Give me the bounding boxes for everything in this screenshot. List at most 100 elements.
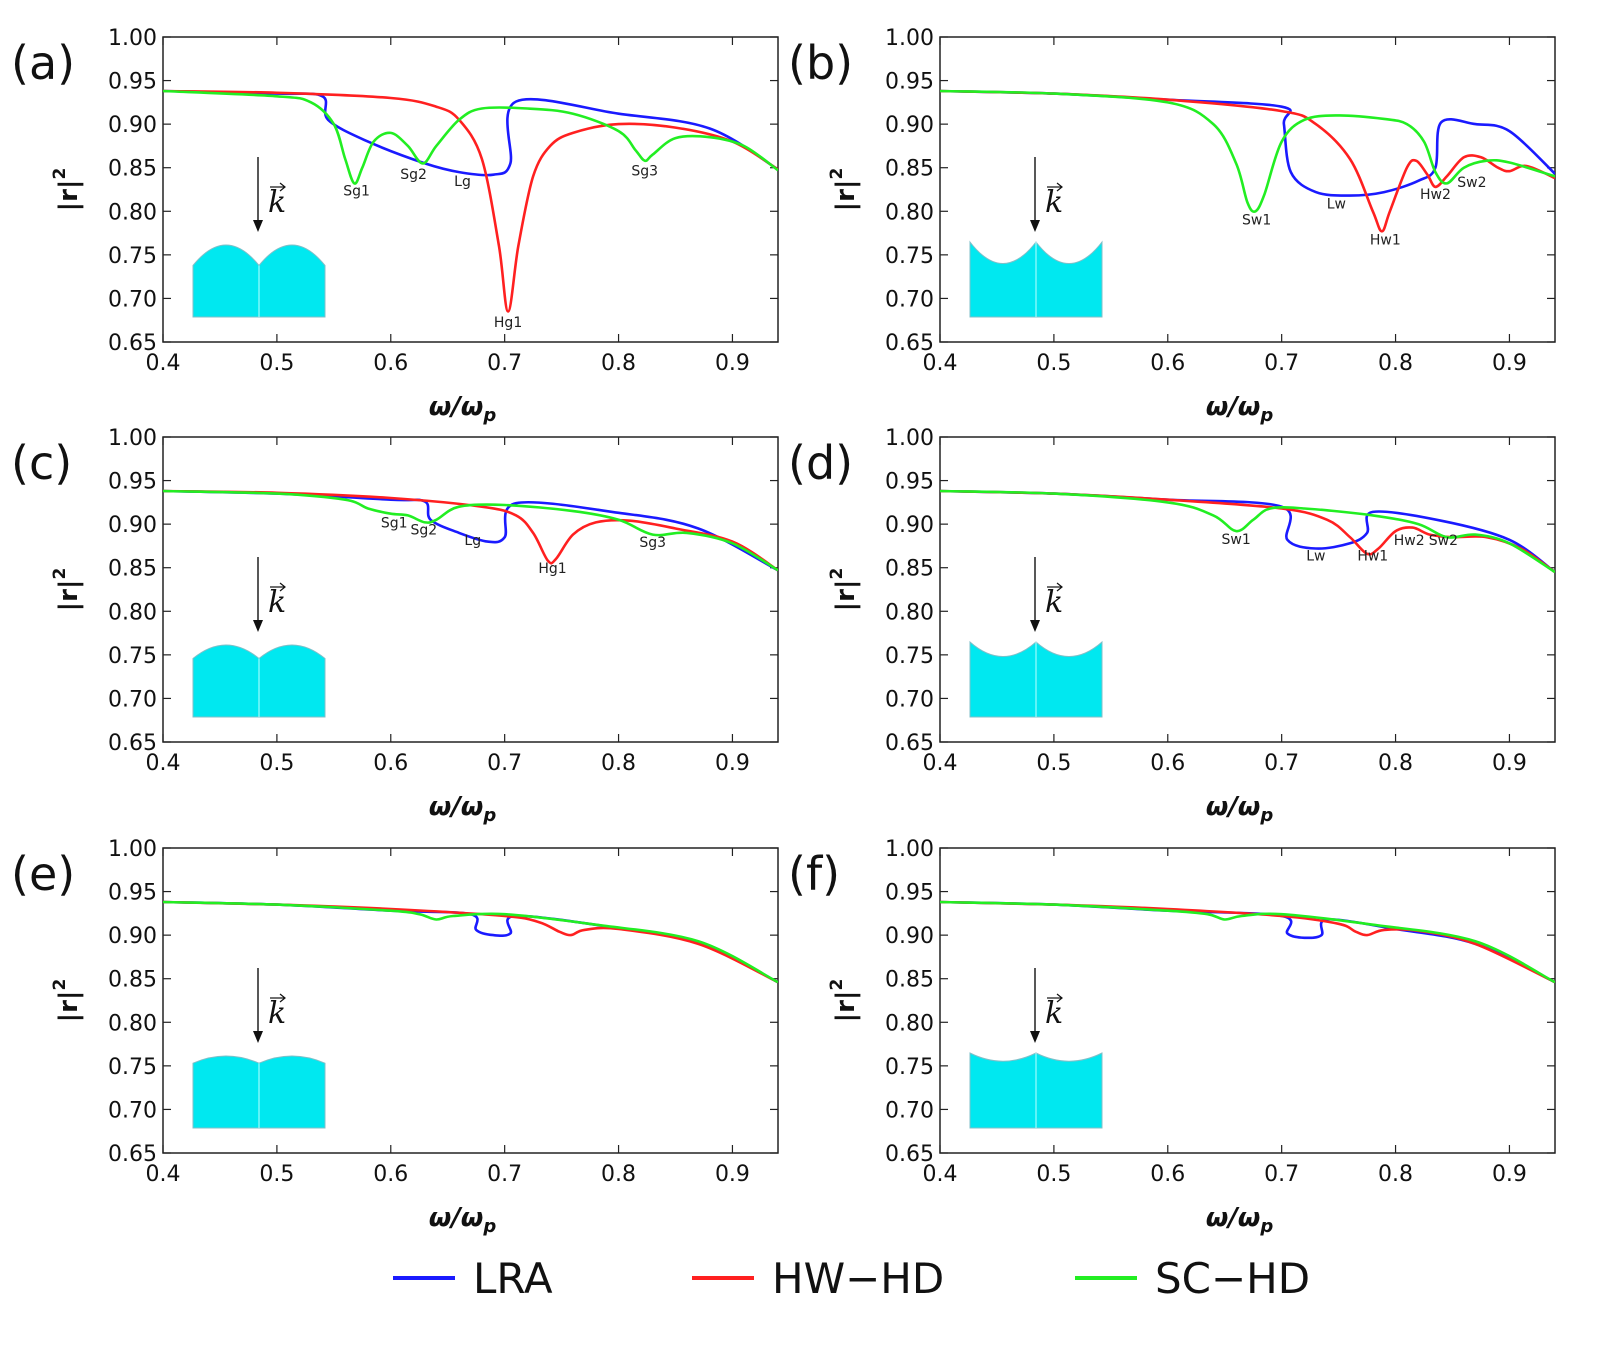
- annotation-label: Lg: [464, 533, 481, 549]
- x-axis-label-sub: p: [1259, 1216, 1273, 1237]
- y-tick-label: 0.95: [108, 70, 157, 95]
- panel-label: (b): [788, 36, 853, 90]
- panel-label: (f): [788, 847, 840, 901]
- legend-label: SC−HD: [1155, 1254, 1310, 1303]
- y-tick-label: 1.00: [108, 837, 157, 862]
- annotation-label: Hg1: [494, 315, 522, 331]
- k-vector-arrow-head-icon: [1056, 182, 1063, 192]
- series-line-sc-hd: [940, 489, 1555, 574]
- plot-frame: [939, 847, 1556, 1154]
- y-tick-label: 0.85: [108, 968, 157, 993]
- x-tick-label: 0.6: [1150, 1162, 1185, 1187]
- y-tick-label: 0.75: [885, 1055, 934, 1080]
- y-tick-label: 0.70: [885, 687, 934, 712]
- annotation-label: Sg1: [381, 516, 408, 532]
- k-vector-label: k: [268, 185, 286, 220]
- k-arrow-head-icon: [253, 620, 263, 632]
- k-arrow-head-icon: [253, 1031, 263, 1043]
- series-line-sc-hd: [163, 89, 778, 185]
- panel-f: 0.65 0.70 0.75 0.80 0.85 0.90 0.95 1.00 0.4 0.5 0.…: [788, 837, 1556, 1237]
- x-axis-label: ω/ωp: [429, 392, 497, 426]
- x-tick-label: 0.5: [1036, 751, 1071, 776]
- y-tick-label: 0.70: [885, 1098, 934, 1123]
- y-tick-label: 0.90: [885, 924, 934, 949]
- x-tick-label: 0.6: [373, 1162, 408, 1187]
- y-tick-label: 1.00: [108, 426, 157, 451]
- k-vector-label: k: [268, 996, 286, 1031]
- y-tick-label: 0.90: [885, 513, 934, 538]
- x-axis-label-sub: p: [482, 405, 496, 426]
- annotation-label: Hw2: [1394, 533, 1425, 549]
- series-line-lra: [163, 489, 778, 572]
- x-tick-label: 0.8: [1378, 351, 1413, 376]
- annotation-label: Lg: [454, 174, 471, 190]
- x-tick-label: 0.4: [146, 1162, 181, 1187]
- x-tick-label: 0.7: [1264, 751, 1299, 776]
- x-tick-label: 0.5: [259, 751, 294, 776]
- k-arrow-head-icon: [1030, 620, 1040, 632]
- panel-e: 0.65 0.70 0.75 0.80 0.85 0.90 0.95 1.00 0.4 0.5 0.…: [11, 837, 779, 1237]
- annotation-label: Hw1: [1357, 549, 1388, 565]
- x-axis-label-sub: p: [482, 1216, 496, 1237]
- y-tick-label: 0.85: [108, 157, 157, 182]
- series-line-hw-hd: [163, 89, 778, 313]
- panel-a: 0.65 0.70 0.75 0.80 0.85 0.90 0.95 1.00 0.4 0.5 0.…: [11, 26, 779, 426]
- annotation-label: Hw1: [1370, 232, 1401, 248]
- annotation-label: Sg3: [631, 164, 658, 180]
- y-tick-label: 1.00: [885, 26, 934, 51]
- y-tick-label: 0.90: [108, 113, 157, 138]
- y-tick-label: 0.70: [885, 287, 934, 312]
- series-line-sc-hd: [163, 489, 778, 572]
- series-line-sc-hd: [163, 900, 778, 984]
- k-vector-arrow-head-icon: [279, 993, 286, 1003]
- annotation-label: Sw2: [1429, 533, 1458, 549]
- plot-frame: [162, 436, 779, 743]
- x-axis-label-sub: p: [1259, 805, 1273, 826]
- series-line-hw-hd: [940, 89, 1555, 233]
- y-tick-label: 0.95: [108, 470, 157, 495]
- y-tick-label: 0.70: [108, 287, 157, 312]
- k-arrow-head-icon: [253, 220, 263, 232]
- y-tick-label: 0.65: [108, 731, 157, 756]
- x-tick-label: 0.4: [923, 1162, 958, 1187]
- y-tick-label: 1.00: [885, 426, 934, 451]
- x-tick-label: 0.9: [1492, 351, 1527, 376]
- y-tick-label: 0.80: [108, 200, 157, 225]
- annotation-label: Lw: [1306, 549, 1325, 565]
- panel-label: (a): [11, 36, 75, 90]
- x-tick-label: 0.5: [1036, 1162, 1071, 1187]
- x-tick-label: 0.6: [373, 351, 408, 376]
- y-tick-label: 0.80: [885, 1011, 934, 1036]
- x-tick-label: 0.9: [715, 351, 750, 376]
- y-tick-label: 0.75: [108, 244, 157, 269]
- x-axis-label-sub: p: [1259, 405, 1273, 426]
- y-axis-label-sup: 2: [50, 979, 70, 991]
- y-tick-label: 0.90: [108, 513, 157, 538]
- panel-b: 0.65 0.70 0.75 0.80 0.85 0.90 0.95 1.00 0.4 0.5 0.…: [788, 26, 1556, 426]
- x-tick-label: 0.7: [487, 751, 522, 776]
- x-tick-label: 0.5: [259, 351, 294, 376]
- k-vector-label: k: [1045, 585, 1063, 620]
- x-axis-label: ω/ωp: [1206, 392, 1274, 426]
- y-tick-label: 0.65: [885, 1142, 934, 1167]
- annotation-label: Sg2: [410, 523, 437, 539]
- y-tick-label: 0.65: [885, 731, 934, 756]
- series-line-hw-hd: [940, 489, 1555, 574]
- y-tick-label: 1.00: [885, 837, 934, 862]
- x-tick-label: 0.9: [1492, 751, 1527, 776]
- annotation-label: Sg2: [400, 167, 427, 183]
- y-tick-label: 0.95: [885, 70, 934, 95]
- x-tick-label: 0.4: [923, 351, 958, 376]
- x-axis-label-sub: p: [482, 805, 496, 826]
- plot-frame: [162, 847, 779, 1154]
- x-tick-label: 0.8: [601, 351, 636, 376]
- x-tick-label: 0.8: [601, 1162, 636, 1187]
- y-tick-label: 0.75: [108, 1055, 157, 1080]
- x-tick-label: 0.7: [487, 351, 522, 376]
- k-arrow-head-icon: [1030, 220, 1040, 232]
- panel-label: (d): [788, 436, 853, 490]
- x-tick-label: 0.8: [1378, 1162, 1413, 1187]
- y-axis-label-sup: 2: [50, 568, 70, 580]
- y-axis-label: |r|2: [827, 168, 861, 212]
- x-tick-label: 0.5: [1036, 351, 1071, 376]
